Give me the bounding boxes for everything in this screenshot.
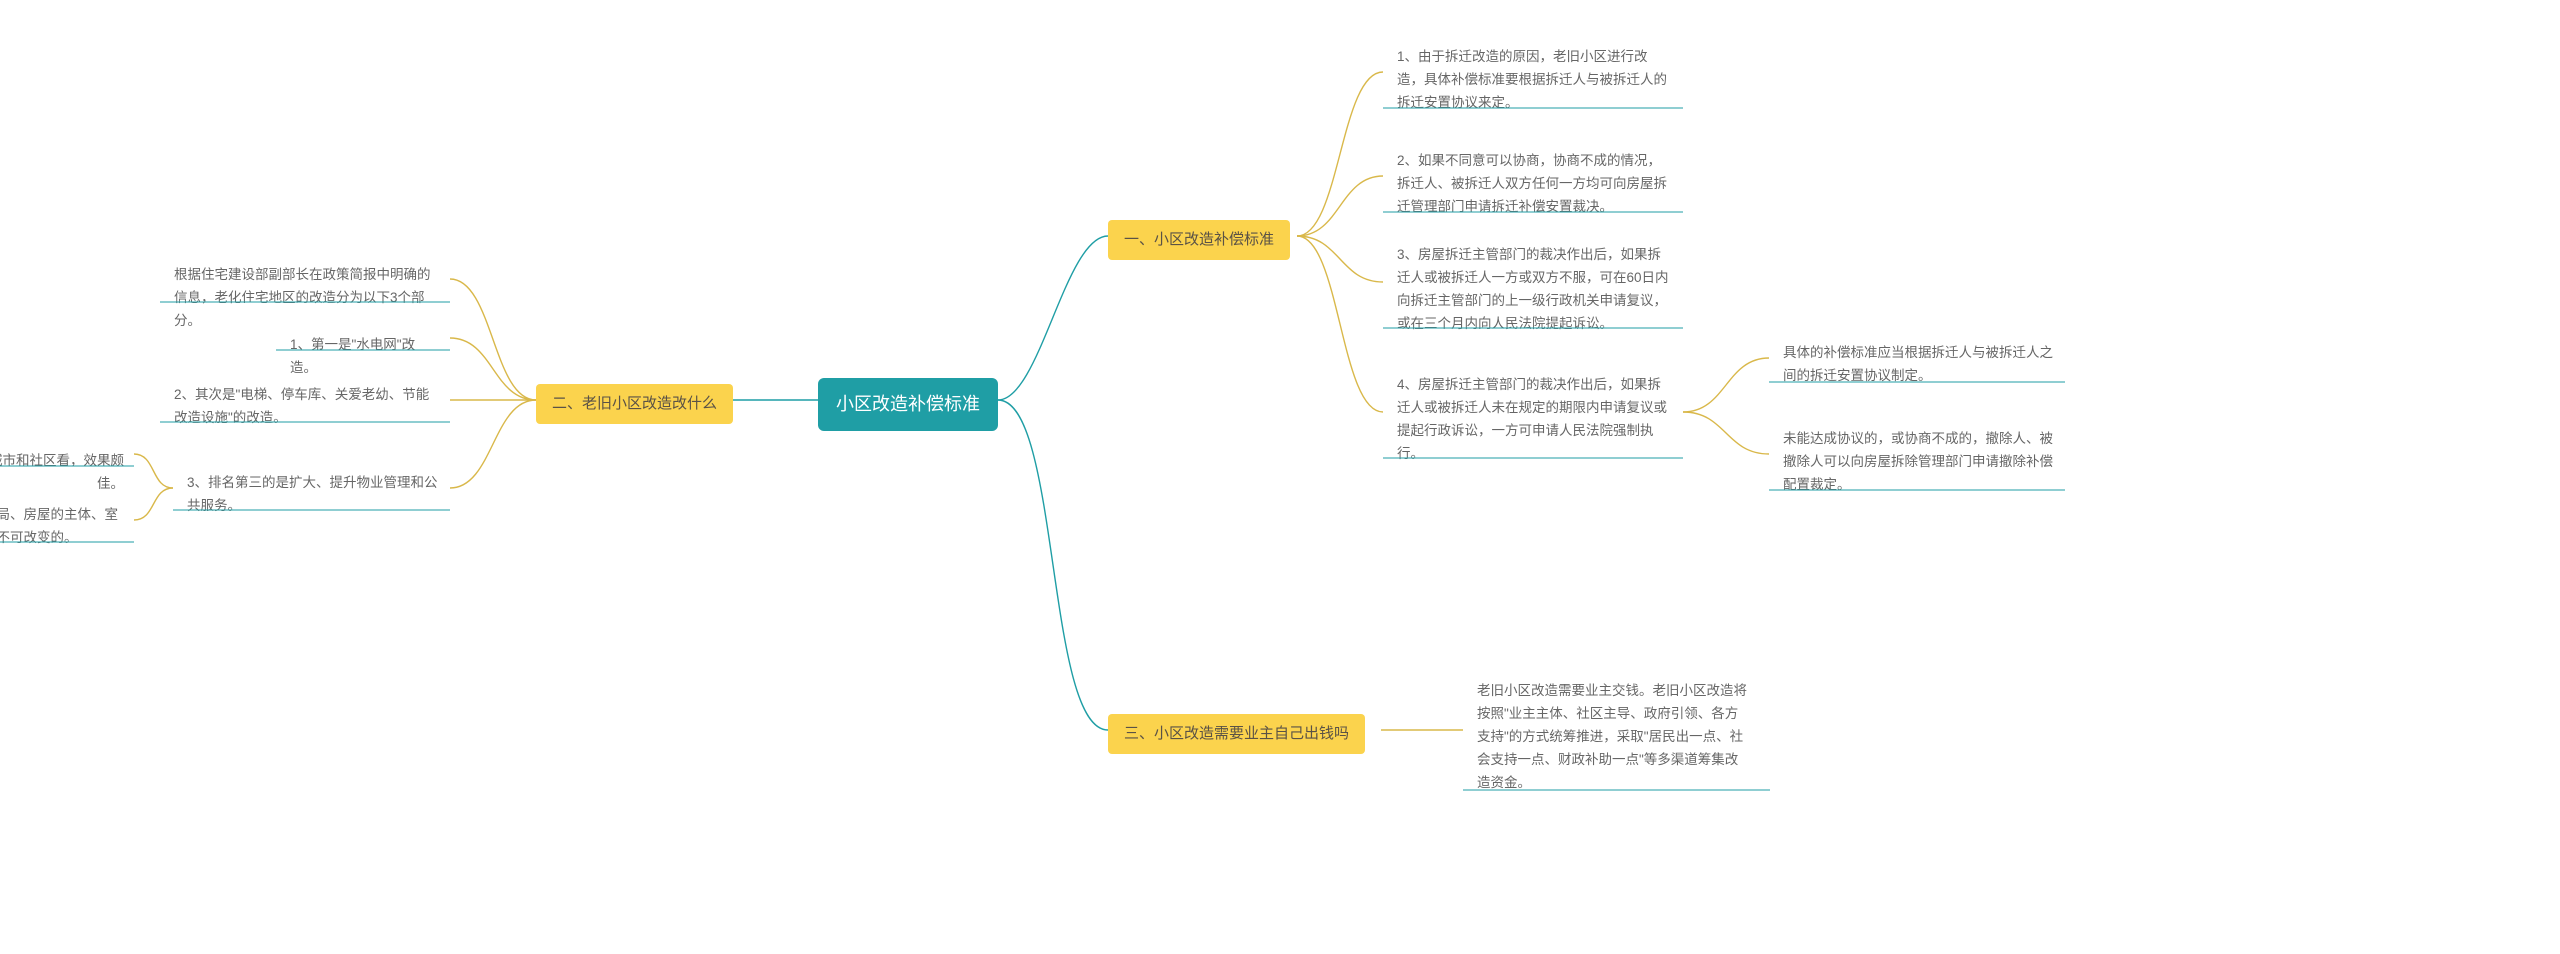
branch-2-leaf-4-sub-1: 从试点城市和社区看，效果颇佳。 (0, 442, 138, 504)
branch-1: 一、小区改造补偿标准 (1108, 220, 1290, 260)
branch-2-leaf-4: 3、排名第三的是扩大、提升物业管理和公共服务。 (173, 464, 453, 526)
root-node: 小区改造补偿标准 (818, 378, 998, 431)
branch-1-leaf-4: 4、房屋拆迁主管部门的裁决作出后，如果拆迁人或被拆迁人未在规定的期限内申请复议或… (1383, 366, 1683, 474)
branch-2-leaf-3: 2、其次是"电梯、停车库、关爱老幼、节能改造设施"的改造。 (160, 376, 450, 438)
branch-1-leaf-2: 2、如果不同意可以协商，协商不成的情况，拆迁人、被拆迁人双方任何一方均可向房屋拆… (1383, 142, 1683, 227)
branch-3-leaf-1: 老旧小区改造需要业主交钱。老旧小区改造将按照"业主主体、社区主导、政府引领、各方… (1463, 672, 1763, 803)
branch-2-leaf-4-sub-2: 然而，社区的布局、房屋的主体、室内装饰和结构是不可改变的。 (0, 496, 138, 558)
branch-1-leaf-3: 3、房屋拆迁主管部门的裁决作出后，如果拆迁人或被拆迁人一方或双方不服，可在60日… (1383, 236, 1683, 344)
branch-1-leaf-1: 1、由于拆迁改造的原因，老旧小区进行改造，具体补偿标准要根据拆迁人与被拆迁人的拆… (1383, 38, 1683, 123)
branch-1-leaf-4-sub-1: 具体的补偿标准应当根据拆迁人与被拆迁人之间的拆迁安置协议制定。 (1769, 334, 2069, 396)
branch-2: 二、老旧小区改造改什么 (536, 384, 733, 424)
branch-3: 三、小区改造需要业主自己出钱吗 (1108, 714, 1365, 754)
branch-1-leaf-4-sub-2: 未能达成协议的，或协商不成的，撤除人、被撤除人可以向房屋拆除管理部门申请撤除补偿… (1769, 420, 2069, 505)
